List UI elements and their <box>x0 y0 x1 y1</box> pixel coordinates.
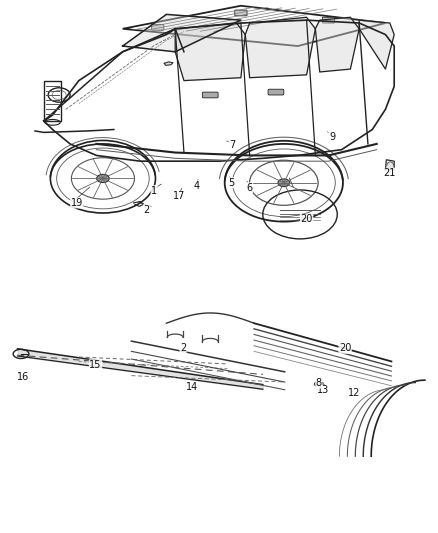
Text: 16: 16 <box>17 372 29 382</box>
Polygon shape <box>245 17 315 78</box>
Text: 7: 7 <box>229 140 235 150</box>
Circle shape <box>97 174 109 183</box>
FancyBboxPatch shape <box>235 10 247 16</box>
Polygon shape <box>315 17 359 72</box>
Text: 14: 14 <box>186 382 198 392</box>
Text: 5: 5 <box>228 178 234 188</box>
Text: 21: 21 <box>383 168 395 178</box>
Polygon shape <box>164 62 173 66</box>
Text: 13: 13 <box>317 385 329 395</box>
Text: 6: 6 <box>247 183 253 192</box>
FancyBboxPatch shape <box>202 92 218 98</box>
Text: 17: 17 <box>173 191 185 201</box>
Text: 9: 9 <box>329 132 335 142</box>
Text: 2: 2 <box>144 205 150 215</box>
FancyBboxPatch shape <box>268 89 284 95</box>
Text: 19: 19 <box>71 198 83 208</box>
Text: 20: 20 <box>300 214 313 224</box>
Text: 15: 15 <box>89 360 102 370</box>
Text: 4: 4 <box>193 181 199 191</box>
FancyBboxPatch shape <box>322 17 335 23</box>
FancyBboxPatch shape <box>152 25 164 30</box>
Text: 8: 8 <box>316 378 322 388</box>
Text: 2: 2 <box>180 343 186 353</box>
Text: 12: 12 <box>348 388 360 398</box>
Polygon shape <box>385 160 394 170</box>
Polygon shape <box>359 20 394 69</box>
Polygon shape <box>123 14 241 52</box>
Text: 20: 20 <box>339 343 351 353</box>
Polygon shape <box>175 23 245 80</box>
Circle shape <box>278 179 290 187</box>
Text: 1: 1 <box>151 185 157 196</box>
